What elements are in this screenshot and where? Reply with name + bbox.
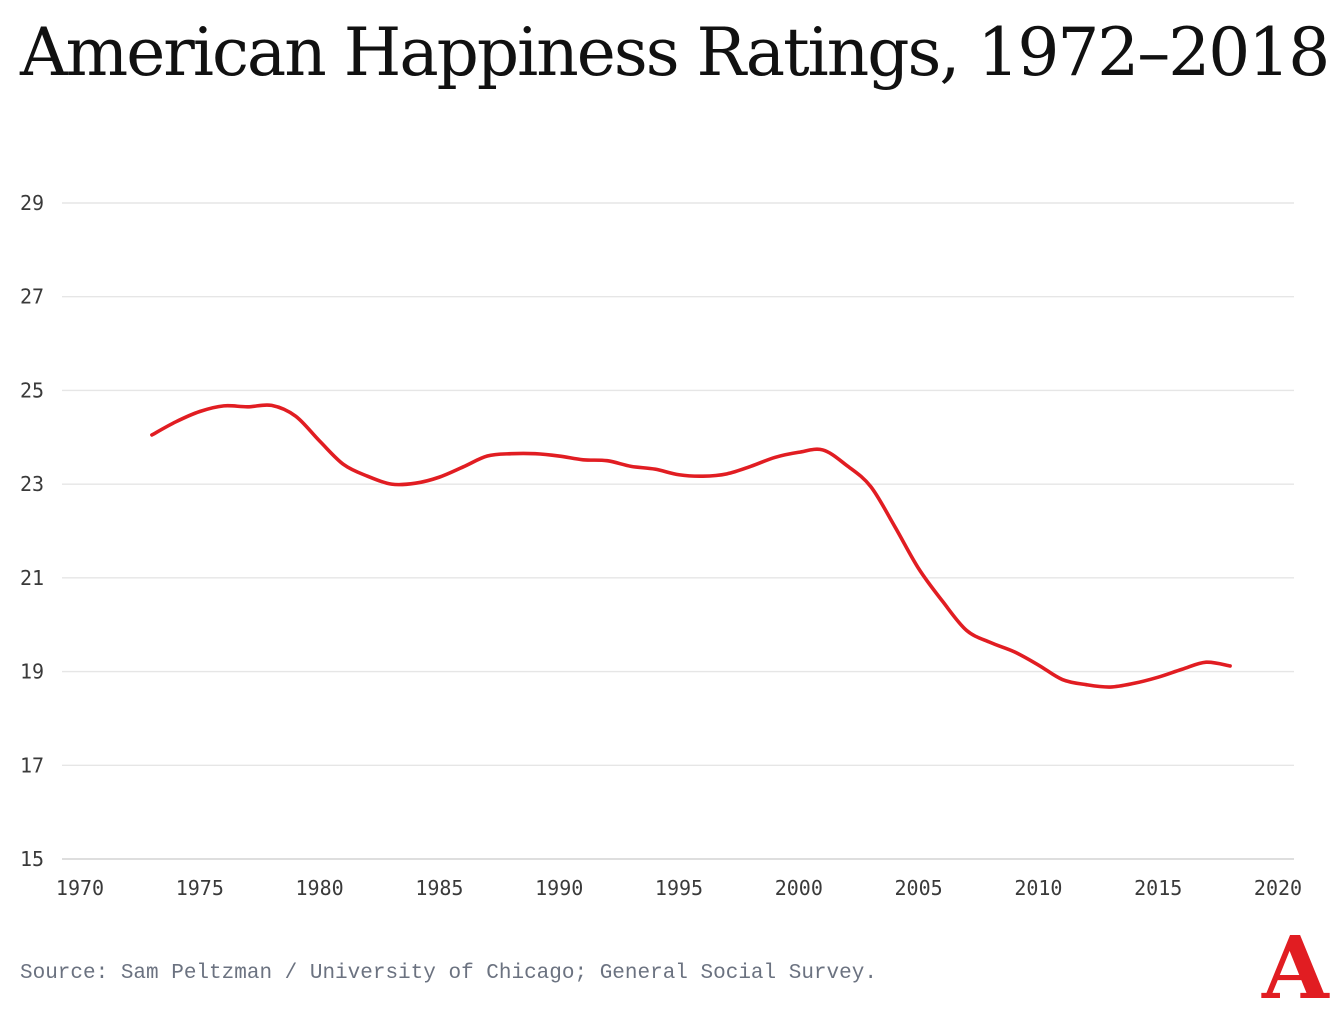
x-tick-label: 1990 (535, 876, 583, 900)
x-tick-label: 1980 (296, 876, 344, 900)
y-tick-label: 27 (20, 285, 44, 309)
y-tick-label: 19 (20, 660, 44, 684)
x-tick-label: 1985 (415, 876, 463, 900)
series-group (150, 403, 1232, 689)
x-axis-ticks: 1970 1975 1980 1985 1990 1995 2000 2005 2010 2015… (56, 876, 1302, 900)
source-note: Source: Sam Peltzman / University of Chi… (20, 962, 877, 985)
series-line-0 (150, 403, 1232, 689)
y-tick-label: 25 (20, 378, 44, 402)
x-tick-label: 1975 (176, 876, 224, 900)
y-tick-label: 29 (20, 191, 44, 215)
x-tick-label: 2015 (1134, 876, 1182, 900)
chart-title: American Happiness Ratings, 1972–2018 (20, 14, 1330, 91)
x-tick-label: 2010 (1014, 876, 1062, 900)
y-tick-label: 23 (20, 472, 44, 496)
x-tick-label: 1970 (56, 876, 104, 900)
gridlines (62, 202, 1294, 860)
x-tick-label: 1995 (655, 876, 703, 900)
y-tick-label: 15 (20, 847, 44, 871)
line-chart: 15 17 19 21 23 25 27 29 1970 1975 1980 1985 1990 199… (20, 191, 1302, 900)
y-axis-ticks: 15 17 19 21 23 25 27 29 (20, 191, 44, 871)
publisher-logo: A (1262, 918, 1329, 1019)
y-tick-label: 17 (20, 753, 44, 777)
x-tick-label: 2020 (1254, 876, 1302, 900)
x-tick-label: 2005 (895, 876, 943, 900)
y-tick-label: 21 (20, 566, 44, 590)
x-tick-label: 2000 (775, 876, 823, 900)
